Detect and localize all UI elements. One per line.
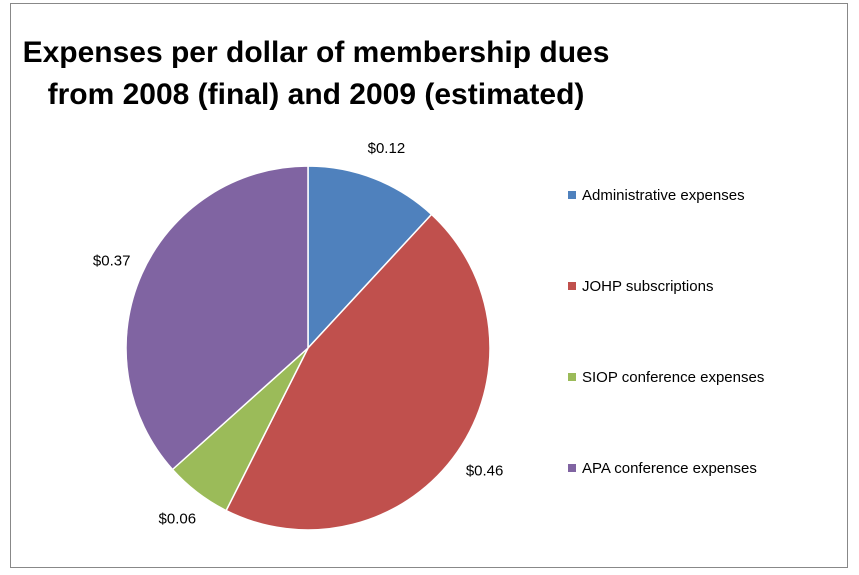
legend-swatch [568,464,576,472]
data-label-apa-conference-expenses: $0.37 [93,252,131,269]
legend-item-siop-conference-expenses: SIOP conference expenses [568,367,764,387]
chart-title-line-1: Expenses per dollar of membership dues [22,36,610,69]
legend-item-apa-conference-expenses: APA conference expenses [568,458,757,478]
legend-swatch [568,373,576,381]
pie-slice-administrative-expenses [307,165,433,350]
legend-label: SIOP conference expenses [582,368,765,386]
chart-frame: Expenses per dollar of membership dues f… [10,3,848,568]
pie-chart: $0.12 $0.46 $0.06 $0.37 [93,140,503,531]
legend-label: JOHP subscriptions [582,277,714,295]
legend-label: Administrative expenses [582,186,745,204]
legend-item-administrative-expenses: Administrative expenses [568,185,745,205]
pie-slice-johp-subscriptions [225,213,491,531]
chart-title: Expenses per dollar of membership dues f… [11,32,621,116]
legend-item-johp-subscriptions: JOHP subscriptions [568,276,713,296]
data-label-johp-subscriptions: $0.46 [466,463,504,480]
pie-labels: $0.12 $0.46 $0.06 $0.37 [93,140,503,528]
legend-swatch [568,282,576,290]
pie-slice-apa-conference-expenses [125,165,309,471]
legend-label: APA conference expenses [582,459,757,477]
pie-slices [125,165,491,531]
data-label-siop-conference-expenses: $0.06 [159,511,197,528]
chart-title-line-2: from 2008 (final) and 2009 (estimated) [47,78,585,111]
data-label-administrative-expenses: $0.12 [368,140,406,157]
legend-swatch [568,191,576,199]
